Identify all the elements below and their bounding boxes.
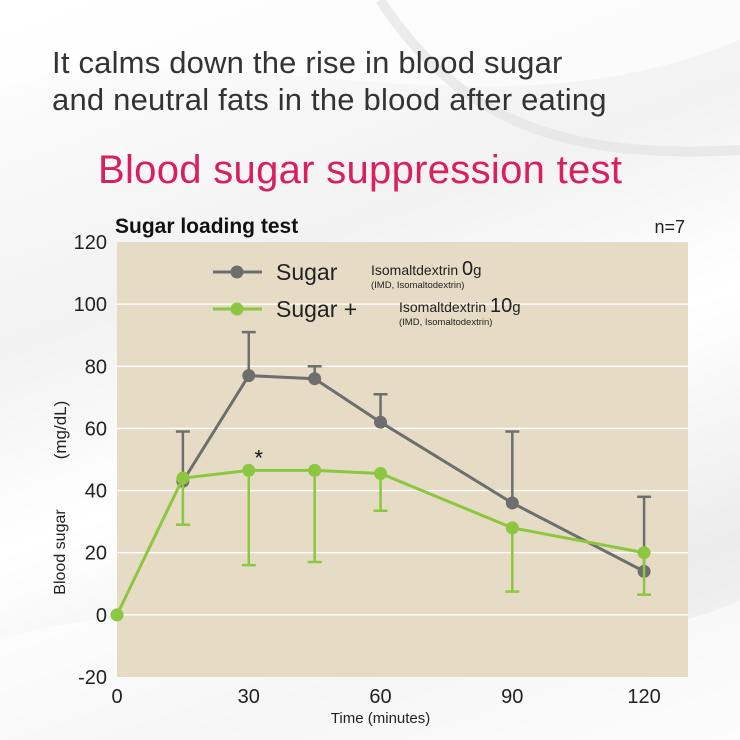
legend-detail-sugar: Isomaltdextrin 0g	[371, 258, 482, 280]
x-tick-label: 60	[369, 686, 391, 708]
y-tick-label: 0	[96, 605, 107, 627]
y-tick-label: 80	[85, 356, 107, 378]
legend-label-sugar-imd: Sugar +	[276, 296, 357, 322]
chart-title: Sugar loading test	[115, 215, 298, 238]
data-point-sugar-imd	[374, 466, 388, 480]
series-line-sugar	[181, 374, 645, 573]
y-tick-label: -20	[78, 667, 107, 689]
y-tick-label: 120	[74, 232, 107, 254]
x-tick-label: 0	[111, 686, 122, 708]
data-point-sugar	[505, 496, 519, 510]
significance-marker: *	[254, 445, 263, 470]
data-point-sugar-imd	[242, 463, 256, 477]
data-point-sugar-imd	[637, 546, 651, 560]
y-tick-label: 60	[85, 418, 107, 440]
x-tick-label: 30	[238, 686, 260, 708]
headline-line-1: It calms down the rise in blood sugar	[52, 45, 563, 80]
y-tick-label: 100	[74, 294, 107, 316]
x-axis-label: Time (minutes)	[331, 710, 430, 727]
data-point-sugar-imd	[176, 471, 190, 485]
y-tick-label: 20	[85, 543, 107, 565]
x-tick-label: 90	[501, 686, 523, 708]
legend-marker-sugar	[230, 265, 244, 279]
plot-area	[117, 242, 688, 677]
data-point-sugar-imd	[308, 463, 322, 477]
data-point-sugar-imd	[505, 521, 519, 535]
sample-size-label: n=7	[654, 217, 685, 237]
legend-detail-sugar-imd: Isomaltdextrin 10g	[399, 295, 521, 317]
y-axis-unit: (mg/dL)	[51, 401, 70, 460]
subtitle: Blood sugar suppression test	[98, 148, 623, 192]
data-point-sugar	[308, 372, 322, 386]
headline-line-2: and neutral fats in the blood after eati…	[52, 82, 607, 117]
data-point-sugar	[242, 369, 256, 383]
legend-note-sugar-imd: (IMD, Isomaltodextrin)	[399, 317, 492, 328]
y-axis-label: Blood sugar	[52, 509, 69, 595]
headline: It calms down the rise in blood sugar an…	[52, 44, 732, 118]
data-point-sugar	[374, 415, 388, 429]
legend-marker-sugar-imd	[230, 302, 244, 316]
legend-label-sugar: Sugar	[276, 259, 338, 285]
legend-note-sugar: (IMD, Isomaltodextrin)	[371, 280, 464, 291]
y-tick-label: 40	[85, 481, 107, 503]
x-tick-label: 120	[627, 686, 660, 708]
data-point-sugar-imd	[110, 608, 124, 622]
